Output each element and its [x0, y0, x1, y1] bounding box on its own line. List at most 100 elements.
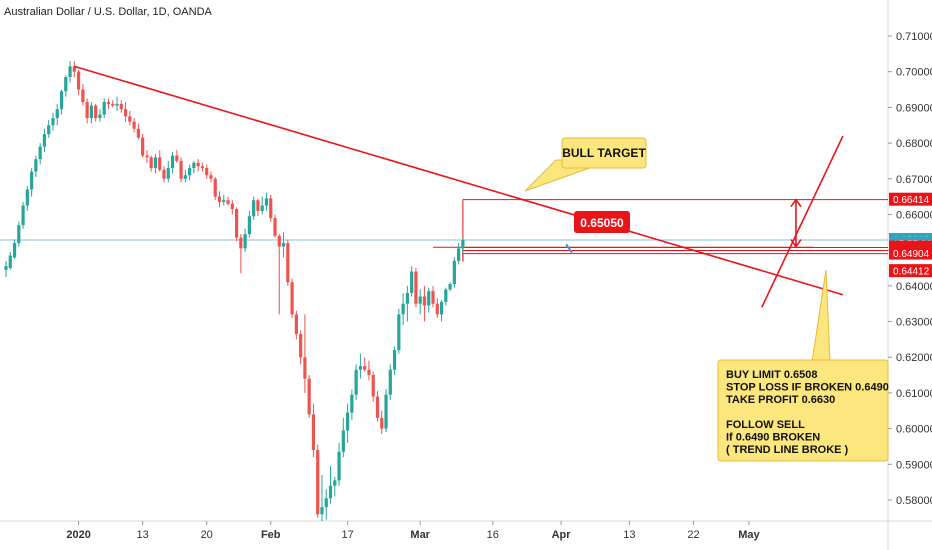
candle-body — [115, 103, 119, 106]
candle — [435, 298, 439, 318]
candle — [457, 243, 461, 265]
candle — [260, 196, 264, 215]
candle — [21, 201, 25, 229]
candle-body — [166, 168, 170, 179]
candle-body — [457, 248, 461, 261]
candle — [461, 237, 465, 254]
candle — [94, 103, 98, 122]
candle — [414, 268, 418, 308]
candle-body — [81, 89, 85, 103]
candle-body — [175, 155, 179, 161]
candle — [47, 119, 51, 138]
candle-body — [132, 121, 136, 129]
candle-body — [47, 125, 51, 135]
candle — [76, 69, 81, 95]
candle — [72, 60, 76, 78]
candle-body — [8, 255, 12, 268]
candle-body — [51, 118, 55, 126]
candle-body — [213, 178, 217, 197]
candle — [145, 150, 149, 163]
y-tick-label: 0.58000 — [896, 495, 932, 507]
candle — [98, 109, 102, 122]
candle — [222, 194, 226, 206]
candle — [55, 103, 59, 126]
candle-body — [303, 357, 307, 379]
candle — [354, 364, 358, 401]
y-tick-label: 0.71000 — [896, 31, 932, 43]
trade-note-line: STOP LOSS IF BROKEN 0.6490 — [726, 382, 889, 394]
candle-body — [183, 175, 187, 179]
target-arrow-head — [790, 198, 802, 208]
candle-body — [94, 105, 98, 119]
candle — [51, 112, 55, 131]
candle-body — [431, 291, 435, 304]
candle — [200, 162, 205, 172]
candle — [64, 75, 68, 97]
candle — [217, 191, 222, 208]
candle-body — [311, 414, 316, 451]
candle-body — [401, 303, 405, 315]
candle — [25, 185, 29, 211]
candle-body — [145, 155, 149, 158]
candle — [106, 98, 111, 110]
candle-body — [388, 369, 392, 395]
bull-target-label: BULL TARGET — [562, 146, 646, 160]
candle-body — [106, 102, 111, 104]
candle — [30, 168, 34, 197]
trade-note-line: FOLLOW SELL — [726, 419, 805, 431]
candle-body — [290, 282, 294, 315]
candle-body — [21, 205, 25, 226]
candle — [388, 364, 392, 401]
x-tick-label: 22 — [687, 529, 699, 541]
candle — [431, 285, 435, 308]
candle-body — [444, 289, 448, 302]
candle — [209, 171, 213, 183]
candle-body — [55, 109, 59, 119]
candle — [247, 210, 251, 238]
candle — [188, 164, 192, 181]
candle-body — [76, 71, 81, 90]
candle-body — [153, 157, 158, 169]
x-tick-label: 13 — [137, 529, 149, 541]
candle — [175, 150, 179, 163]
candle-body — [427, 291, 431, 306]
axis-price-label-text: 0.64412 — [893, 267, 930, 278]
candle-body — [89, 105, 93, 119]
candle — [363, 357, 367, 372]
candle-body — [34, 159, 38, 172]
callout-box — [717, 359, 889, 462]
candle — [444, 287, 448, 306]
candle-body — [158, 157, 162, 170]
candle — [141, 134, 145, 158]
candle-body — [418, 296, 422, 304]
candle — [179, 157, 183, 183]
candle — [303, 314, 307, 393]
candle — [158, 150, 162, 172]
candle — [8, 251, 12, 270]
candle — [311, 403, 316, 458]
candle-body — [128, 116, 132, 122]
candle-body — [64, 77, 68, 92]
axis-price-label: 0.64904 — [889, 246, 932, 260]
axis-price-label-text: 0.66414 — [893, 195, 930, 206]
candle — [213, 176, 217, 201]
candle-body — [226, 200, 230, 204]
x-tick-label: 16 — [487, 529, 499, 541]
candle-body — [192, 162, 196, 169]
y-tick-label: 0.69000 — [896, 102, 932, 114]
x-tick-label: 13 — [623, 529, 635, 541]
candle — [38, 143, 42, 165]
candle — [427, 287, 431, 313]
candle-body — [162, 169, 166, 179]
trade-note-line: ( TREND LINE BROKE ) — [726, 444, 849, 456]
candle — [162, 166, 166, 183]
axis-price-label: 0.64412 — [889, 264, 932, 278]
chart-title: Australian Dollar / U.S. Dollar, 1D, OAN… — [4, 6, 212, 18]
candle-body — [141, 137, 145, 156]
candle-body — [405, 292, 409, 304]
candle-body — [448, 284, 452, 290]
candle-body — [371, 375, 375, 397]
candle — [123, 102, 128, 122]
